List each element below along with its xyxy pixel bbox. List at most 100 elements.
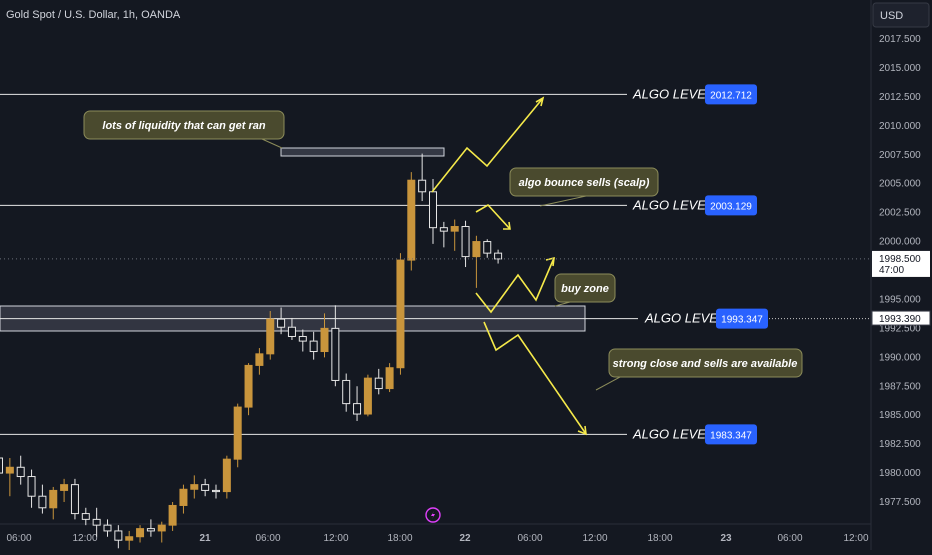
candle bbox=[277, 307, 286, 335]
candle bbox=[342, 373, 351, 412]
currency-button[interactable]: USD bbox=[872, 2, 930, 28]
time-tick-label: 06:00 bbox=[6, 533, 31, 544]
annotation-liquidity: lots of liquidity that can get ran bbox=[83, 110, 285, 149]
lightning-icon[interactable] bbox=[425, 507, 441, 523]
algo-level-label: ALGO LEVEL bbox=[632, 86, 713, 101]
annotation-bounce: algo bounce sells (scalp) bbox=[509, 167, 659, 207]
candle bbox=[266, 311, 275, 360]
price-tick-label: 2000.000 bbox=[879, 237, 921, 248]
time-tick-label: 12:00 bbox=[72, 533, 97, 544]
algo-level-price: 1993.347 bbox=[721, 315, 763, 326]
arrowhead-up-top bbox=[535, 96, 545, 107]
annotation-bounce-text: algo bounce sells (scalp) bbox=[519, 177, 650, 189]
candle bbox=[353, 386, 362, 421]
current-price-value: 1998.500 bbox=[879, 254, 921, 265]
price-tick-label: 2005.000 bbox=[879, 179, 921, 190]
time-tick-label: 12:00 bbox=[843, 533, 868, 544]
arrow-up-top bbox=[431, 97, 544, 193]
time-tick-label: 06:00 bbox=[517, 533, 542, 544]
algo-level-label: ALGO LEVEL bbox=[632, 426, 713, 441]
symbol-title: Gold Spot / U.S. Dollar, 1h, OANDA bbox=[6, 9, 181, 21]
price-tick-label: 1987.500 bbox=[879, 381, 921, 392]
candle bbox=[92, 507, 101, 537]
countdown-value: 47:00 bbox=[879, 265, 904, 276]
candle bbox=[168, 502, 177, 531]
price-axis[interactable]: 1977.500 1980.000 1982.500 1985.000 1987.500… bbox=[879, 34, 921, 508]
arrow-scalp bbox=[475, 203, 511, 230]
algo-level-badge bbox=[705, 84, 757, 105]
price-tick-label: 2007.500 bbox=[879, 150, 921, 161]
candle bbox=[309, 331, 318, 360]
candle bbox=[16, 455, 25, 485]
candle bbox=[0, 457, 3, 474]
arrowhead-scalp bbox=[503, 221, 511, 230]
time-tick-label: 18:00 bbox=[387, 533, 412, 544]
arrowhead-down bbox=[577, 425, 587, 436]
time-tick-label: 23 bbox=[720, 533, 732, 544]
price-tick-label: 1992.500 bbox=[879, 323, 921, 334]
candle bbox=[190, 475, 199, 499]
candle bbox=[38, 484, 47, 514]
annotation-buy-zone-text: buy zone bbox=[561, 283, 609, 295]
time-tick-label: 22 bbox=[459, 533, 471, 544]
candle bbox=[461, 220, 470, 268]
annotation-strong-close-text: strong close and sells are available bbox=[613, 358, 798, 370]
price-tick-label: 2012.500 bbox=[879, 92, 921, 103]
algo-level-label: ALGO LEVEL bbox=[632, 197, 713, 212]
candles bbox=[0, 153, 503, 555]
candle bbox=[396, 253, 405, 375]
candle bbox=[49, 486, 58, 520]
time-tick-label: 21 bbox=[199, 533, 211, 544]
candle bbox=[27, 469, 36, 508]
candle bbox=[179, 484, 188, 514]
currency-label: USD bbox=[880, 10, 903, 22]
candle bbox=[157, 521, 166, 543]
algo-level-badge bbox=[705, 424, 757, 445]
algo-level-price: 1983.347 bbox=[710, 430, 752, 441]
candle bbox=[244, 363, 253, 416]
candle bbox=[298, 329, 307, 352]
liquidity-zone bbox=[280, 147, 445, 157]
time-tick-label: 06:00 bbox=[255, 533, 280, 544]
candle bbox=[407, 172, 416, 271]
candle bbox=[494, 249, 503, 264]
current-price-badge bbox=[872, 250, 930, 277]
candle bbox=[103, 519, 112, 537]
algo-level-price: 2003.129 bbox=[710, 201, 752, 212]
time-tick-label: 12:00 bbox=[323, 533, 348, 544]
projection-arrows bbox=[431, 96, 587, 436]
price-tick-label: 2017.500 bbox=[879, 34, 921, 45]
candle bbox=[418, 153, 427, 202]
time-tick-label: 12:00 bbox=[582, 533, 607, 544]
price-tick-label: 2015.000 bbox=[879, 63, 921, 74]
price-tick-label: 1980.000 bbox=[879, 468, 921, 479]
time-axis[interactable]: 06:00 12:00 21 06:00 12:00 18:00 22 06:00 12:00 1… bbox=[6, 533, 868, 544]
annotation-buy-zone: buy zone bbox=[554, 273, 616, 307]
price-tick-label: 1985.000 bbox=[879, 410, 921, 421]
annotation-liquidity-text: lots of liquidity that can get ran bbox=[102, 120, 265, 132]
candle bbox=[201, 478, 210, 497]
arrow-buy-zone bbox=[475, 257, 555, 314]
candle bbox=[363, 374, 372, 417]
price-tick-label: 1982.500 bbox=[879, 439, 921, 450]
time-tick-label: 18:00 bbox=[647, 533, 672, 544]
algo-level-label: ALGO LEVEL bbox=[644, 311, 725, 326]
candle bbox=[136, 525, 145, 543]
crosshair-price-badge bbox=[871, 310, 931, 326]
candle bbox=[385, 363, 394, 393]
price-tick-label: 1995.000 bbox=[879, 294, 921, 305]
crosshair-price-value: 1993.390 bbox=[879, 314, 921, 325]
candle bbox=[114, 525, 123, 549]
candle bbox=[483, 239, 492, 258]
price-tick-label: 2002.500 bbox=[879, 208, 921, 219]
candle bbox=[439, 221, 448, 248]
candle bbox=[233, 403, 242, 468]
candle bbox=[472, 235, 481, 288]
annotation-strong-close: strong close and sells are available bbox=[595, 348, 803, 391]
candle bbox=[374, 368, 383, 395]
